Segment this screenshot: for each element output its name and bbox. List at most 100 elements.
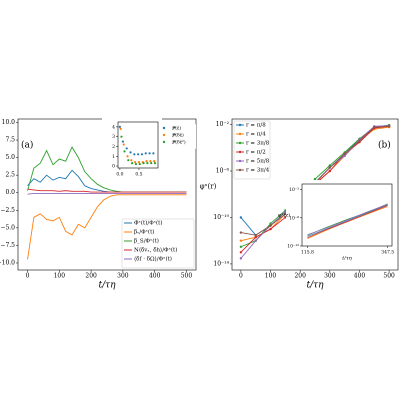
marker (239, 257, 243, 260)
marker (254, 233, 257, 237)
x-tick-label: 100 (265, 273, 277, 280)
panel: 0.0 0.5 0 1 2 3 4 𝒫(ε̂)𝒫(δε̂)𝒫(δε̂²) (102, 118, 196, 180)
legend-label: 𝒫(δε̂²) (172, 139, 186, 146)
inset-background (102, 118, 162, 180)
legend-marker (238, 141, 242, 145)
x-tick-label: 347.5 (381, 250, 394, 256)
legend-label: r = π/4 (246, 132, 266, 138)
x-tick-label: 0 (26, 273, 30, 280)
y-tick-label: 10⁻¹⁴ (213, 260, 229, 267)
x-tick-label: 300 (117, 273, 129, 280)
plot-area (27, 146, 187, 260)
legend-label: r = π/2 (246, 150, 266, 156)
point (120, 135, 123, 138)
x-tick-label: 100 (54, 273, 66, 280)
marker (328, 164, 332, 167)
y-tick-label: −7.5 (0, 242, 15, 249)
point (153, 162, 157, 165)
series-line (307, 204, 388, 237)
point (134, 161, 137, 164)
x-tick-label: 400 (354, 273, 366, 280)
y-tick-label: 10⁻⁶ (216, 168, 230, 175)
legend-label: r = 3π/8 (246, 141, 270, 147)
panel-label: (b) (378, 140, 391, 151)
series-line (27, 188, 187, 193)
x-tick-label: 115.8 (301, 250, 314, 256)
y-tick-label: 4 (112, 124, 115, 130)
y-tick-label: −10.0 (0, 259, 15, 266)
y-tick-label: 0.0 (5, 189, 15, 196)
legend-marker (238, 159, 242, 163)
y-tick-label: 5.0 (5, 154, 15, 161)
marker (373, 125, 376, 129)
y-tick-label: 10.0 (2, 119, 16, 126)
y-tick-label: 1 (112, 154, 115, 160)
legend-label: 𝒫(δε̂) (172, 132, 184, 139)
point (125, 147, 128, 150)
panel-label: (a) (21, 140, 33, 151)
x-axis-label: t/τη (306, 281, 324, 291)
point (137, 153, 140, 156)
legend-label: r = π/8 (246, 123, 266, 129)
legend-marker (238, 150, 242, 154)
legend-label: 𝒫(ε̂) (172, 125, 181, 132)
x-tick-label: 0.0 (116, 172, 123, 178)
y-tick-label: 2.5 (5, 172, 15, 179)
point (149, 160, 152, 163)
legend-label: βᵥ/Φˣ(t) (134, 229, 154, 236)
point (134, 162, 138, 166)
legend-box (233, 120, 271, 180)
panel: 115.8 347.5 10⁻¹³ 10⁻⁸ 10⁻³ t/τη φˣ(z) (278, 180, 396, 262)
marker (358, 139, 361, 142)
marker (239, 216, 243, 219)
marker (239, 245, 243, 248)
marker (387, 125, 391, 128)
point (140, 153, 144, 156)
y-tick-label: 3 (112, 134, 115, 140)
series-line (27, 194, 187, 260)
point (137, 161, 141, 164)
point (130, 159, 133, 162)
marker (269, 222, 272, 225)
point (119, 127, 122, 130)
point (145, 160, 148, 163)
plot-frame (231, 118, 399, 271)
marker (343, 154, 346, 158)
y-tick-label: −2.5 (0, 207, 15, 214)
x-tick-label: 400 (149, 273, 161, 280)
marker (269, 227, 272, 231)
point (122, 143, 125, 146)
series-line (307, 203, 388, 236)
point (153, 160, 156, 163)
y-tick-label: 7.5 (5, 137, 15, 144)
y-tick-label: 0 (112, 164, 115, 170)
point (146, 162, 149, 165)
panel: 0 100 200 300 400 500 −10.0 −7.5 −5.0 −2.5 0.0 2.5 5… (0, 118, 197, 291)
legend-marker (162, 126, 166, 130)
legend-marker (162, 140, 166, 144)
y-tick-label: −5.0 (0, 224, 15, 231)
y-tick-label: 2 (112, 144, 115, 150)
x-tick-label: 0 (239, 273, 243, 280)
marker (284, 212, 287, 216)
x-axis-label: t/τη (98, 281, 116, 291)
x-axis-label: t/τη (342, 256, 351, 262)
legend-marker (238, 123, 242, 127)
inset-background (286, 180, 396, 258)
point (138, 162, 141, 166)
legend-marker (238, 168, 242, 172)
point (144, 152, 147, 155)
y-tick-label: 10⁻¹⁰ (213, 214, 229, 221)
series-line (27, 193, 187, 195)
point (118, 125, 121, 128)
y-axis-label: φˣ(r) (200, 183, 217, 191)
point (126, 155, 129, 158)
y-axis-label: φˣ(z) (278, 212, 290, 219)
point (127, 159, 130, 162)
series-line (307, 205, 388, 238)
marker (239, 239, 243, 242)
x-tick-label: 200 (85, 273, 97, 280)
marker (343, 152, 346, 156)
